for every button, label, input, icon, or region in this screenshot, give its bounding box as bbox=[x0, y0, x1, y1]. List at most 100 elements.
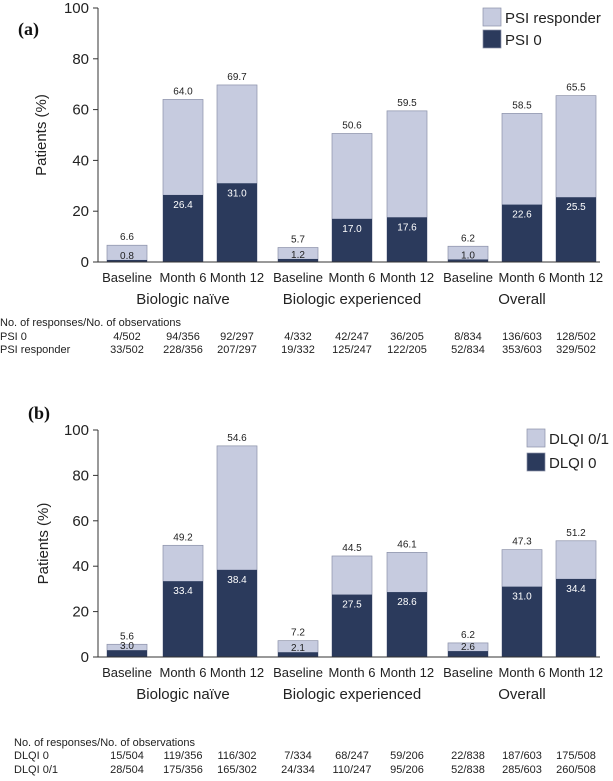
y-tick-label: 80 bbox=[72, 467, 89, 484]
y-tick-label: 20 bbox=[72, 203, 89, 220]
y-tick-label: 100 bbox=[64, 422, 89, 439]
chart-panel-b: (b) 0 20 40 60 80 100 Patients (%) 5.63.0 Baselin… bbox=[14, 403, 609, 776]
data-label-inner: 22.6 bbox=[512, 210, 532, 221]
data-label-inner: 2.1 bbox=[291, 643, 305, 654]
table-cell: 125/247 bbox=[332, 344, 372, 356]
bar-psi-0 bbox=[332, 218, 372, 262]
table-cell: 116/302 bbox=[218, 750, 257, 762]
table-cell: 42/247 bbox=[335, 331, 369, 343]
table-header: No. of responses/No. of observations bbox=[14, 737, 195, 749]
table-cell: 36/205 bbox=[390, 331, 424, 343]
bar-psi-0 bbox=[448, 259, 488, 262]
data-label-top: 6.2 bbox=[461, 630, 475, 641]
table-cell: 19/332 bbox=[281, 344, 315, 356]
responses-table: No. of responses/No. of observations PSI … bbox=[0, 317, 596, 356]
x-tick-label: Month 12 bbox=[380, 665, 434, 680]
bar-psi-0 bbox=[217, 183, 257, 262]
panel-label: (a) bbox=[18, 19, 39, 40]
table-cell: 52/838 bbox=[451, 764, 485, 776]
y-axis-label: Patients (%) bbox=[35, 503, 52, 585]
data-label-top: 5.6 bbox=[120, 631, 134, 642]
legend-swatch bbox=[482, 7, 502, 27]
x-tick-label: Month 6 bbox=[329, 665, 376, 680]
data-label-top: 44.5 bbox=[342, 543, 362, 554]
table-cell: 59/206 bbox=[390, 750, 424, 762]
x-tick-label: Baseline bbox=[443, 665, 493, 680]
legend: DLQI 0/1 DLQI 0 bbox=[526, 428, 609, 472]
y-tick-label: 0 bbox=[81, 254, 89, 271]
x-tick-label: Baseline bbox=[102, 665, 152, 680]
data-label-top: 59.5 bbox=[397, 98, 417, 109]
bar-psi-0 bbox=[387, 217, 427, 262]
table-cell: 22/838 bbox=[451, 750, 485, 762]
data-label-top: 46.1 bbox=[397, 539, 417, 550]
table-cell: 95/206 bbox=[390, 764, 424, 776]
panel-label: (b) bbox=[28, 403, 50, 424]
table-cell: 4/502 bbox=[113, 331, 141, 343]
table-row-label: PSI responder bbox=[0, 344, 71, 356]
data-label-top: 51.2 bbox=[566, 528, 586, 539]
bar-dlqi-0 bbox=[556, 578, 596, 657]
table-cell: 260/508 bbox=[556, 764, 596, 776]
data-label-inner: 28.6 bbox=[397, 597, 417, 608]
table-cell: 119/356 bbox=[164, 750, 203, 762]
data-label-top: 69.7 bbox=[227, 72, 247, 83]
y-tick-label: 20 bbox=[72, 604, 89, 621]
table-row-label: DLQI 0/1 bbox=[14, 764, 58, 776]
table-cell: 285/603 bbox=[502, 764, 542, 776]
legend-swatch bbox=[482, 29, 502, 49]
data-label-inner: 33.4 bbox=[173, 586, 193, 597]
table-cell: 7/334 bbox=[284, 750, 312, 762]
data-label-top: 64.0 bbox=[173, 86, 193, 97]
group-label: Biologic experienced bbox=[283, 291, 421, 308]
bar-psi-0 bbox=[556, 197, 596, 262]
data-label-top: 5.7 bbox=[291, 235, 305, 246]
y-tick-label: 60 bbox=[72, 513, 89, 530]
data-label-inner: 1.0 bbox=[461, 250, 475, 261]
group-label: Biologic naïve bbox=[136, 686, 229, 703]
y-axis-label: Patients (%) bbox=[33, 94, 50, 176]
group-label: Biologic naïve bbox=[136, 291, 229, 308]
table-cell: 329/502 bbox=[556, 344, 596, 356]
x-tick-label: Month 6 bbox=[499, 665, 546, 680]
data-label-inner: 31.0 bbox=[512, 592, 532, 603]
x-tick-label: Month 12 bbox=[549, 665, 603, 680]
data-label-inner: 38.4 bbox=[227, 575, 247, 586]
table-cell: 136/603 bbox=[502, 331, 542, 343]
x-tick-label: Baseline bbox=[443, 270, 493, 285]
table-cell: 228/356 bbox=[163, 344, 203, 356]
bar-dlqi-0 bbox=[217, 569, 257, 657]
bar-dlqi-0 bbox=[278, 652, 318, 657]
y-tick-label: 40 bbox=[72, 558, 89, 575]
data-label-top: 6.2 bbox=[461, 233, 475, 244]
bar-dlqi-0 bbox=[163, 581, 203, 657]
bar-psi-0 bbox=[278, 258, 318, 262]
table-cell: 165/302 bbox=[217, 764, 257, 776]
table-cell: 68/247 bbox=[335, 750, 369, 762]
table-cell: 4/332 bbox=[284, 331, 312, 343]
y-tick-label: 60 bbox=[72, 102, 89, 119]
data-label-inner: 17.0 bbox=[342, 224, 362, 235]
bar-psi-0 bbox=[163, 194, 203, 262]
legend-entry: DLQI 0 bbox=[549, 455, 597, 472]
responses-table: No. of responses/No. of observations DLQI… bbox=[14, 737, 596, 776]
data-label-inner: 17.6 bbox=[397, 222, 417, 233]
data-label-top: 7.2 bbox=[291, 628, 305, 639]
data-label-inner: 0.8 bbox=[120, 251, 134, 262]
table-cell: 175/356 bbox=[163, 764, 203, 776]
data-label-top: 47.3 bbox=[512, 537, 532, 548]
table-cell: 15/504 bbox=[110, 750, 144, 762]
legend-entry: DLQI 0/1 bbox=[549, 431, 609, 448]
table-cell: 92/297 bbox=[220, 331, 254, 343]
x-tick-label: Month 6 bbox=[329, 270, 376, 285]
table-cell: 94/356 bbox=[166, 331, 200, 343]
x-tick-label: Month 6 bbox=[160, 665, 207, 680]
bar-psi-0 bbox=[107, 259, 147, 262]
table-cell: 207/297 bbox=[217, 344, 257, 356]
table-cell: 175/508 bbox=[556, 750, 596, 762]
x-tick-label: Month 6 bbox=[499, 270, 546, 285]
y-tick-label: 40 bbox=[72, 152, 89, 169]
x-tick-label: Baseline bbox=[273, 665, 323, 680]
data-label-inner: 34.4 bbox=[566, 584, 586, 595]
